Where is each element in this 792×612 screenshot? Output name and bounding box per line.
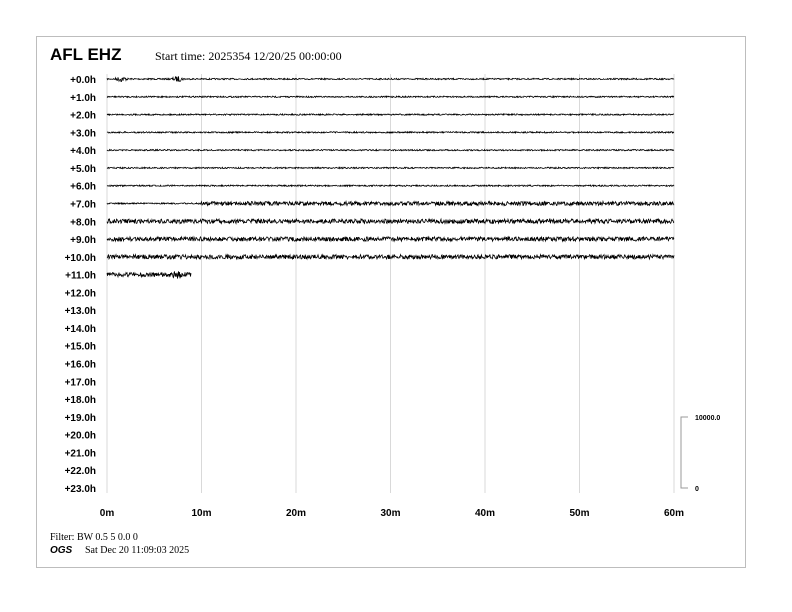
- x-tick-label: 30m: [380, 508, 400, 519]
- row-label: +3.0h: [70, 128, 96, 139]
- row-label: +23.0h: [65, 484, 96, 495]
- x-tick-label: 20m: [286, 508, 306, 519]
- seismic-trace: [106, 166, 674, 170]
- seismic-trace: [106, 253, 675, 261]
- generated-timestamp: Sat Dec 20 11:09:03 2025: [85, 545, 190, 556]
- row-label: +20.0h: [65, 431, 96, 442]
- seismic-trace: [106, 235, 675, 243]
- row-label: +10.0h: [65, 253, 96, 264]
- row-label: +15.0h: [65, 342, 96, 353]
- seismic-trace: [106, 183, 675, 188]
- seismic-trace: [106, 271, 192, 279]
- x-tick-label: 0m: [100, 508, 115, 519]
- scale-top-label: 10000.0: [695, 415, 720, 422]
- amplitude-scale-bar: [680, 416, 688, 489]
- seismic-trace: [106, 148, 675, 152]
- plot-frame: [36, 36, 746, 568]
- start-time: Start time: 2025354 12/20/25 00:00:00: [155, 49, 342, 63]
- seismic-trace: [106, 217, 675, 225]
- row-label: +19.0h: [65, 413, 96, 424]
- row-label: +21.0h: [65, 448, 96, 459]
- row-label: +5.0h: [70, 164, 96, 175]
- row-label: +12.0h: [65, 288, 96, 299]
- row-label: +6.0h: [70, 182, 96, 193]
- seismic-trace: [106, 95, 675, 99]
- station-title: AFL EHZ: [50, 45, 122, 64]
- x-tick-label: 40m: [475, 508, 495, 519]
- seismic-trace: [106, 130, 675, 135]
- row-label: +13.0h: [65, 306, 96, 317]
- x-tick-label: 50m: [569, 508, 589, 519]
- row-label: +11.0h: [65, 271, 96, 282]
- seismic-trace: [106, 112, 675, 117]
- row-label: +18.0h: [65, 395, 96, 406]
- row-label: +9.0h: [70, 235, 96, 246]
- row-label: +0.0h: [70, 75, 96, 86]
- filter-label: Filter: BW 0.5 5 0.0 0: [50, 532, 138, 543]
- row-label: +7.0h: [70, 199, 96, 210]
- seismic-trace: [106, 199, 675, 207]
- row-label: +16.0h: [65, 360, 96, 371]
- scale-bottom-label: 0: [695, 486, 699, 493]
- row-label: +2.0h: [70, 111, 96, 122]
- row-label: +1.0h: [70, 93, 96, 104]
- row-label: +22.0h: [65, 466, 96, 477]
- row-label: +8.0h: [70, 217, 96, 228]
- row-label: +14.0h: [65, 324, 96, 335]
- agency-logo: OGS: [50, 545, 73, 556]
- seismic-trace: [106, 76, 675, 83]
- x-tick-label: 60m: [664, 508, 684, 519]
- x-tick-label: 10m: [191, 508, 211, 519]
- row-label: +4.0h: [70, 146, 96, 157]
- row-label: +17.0h: [65, 377, 96, 388]
